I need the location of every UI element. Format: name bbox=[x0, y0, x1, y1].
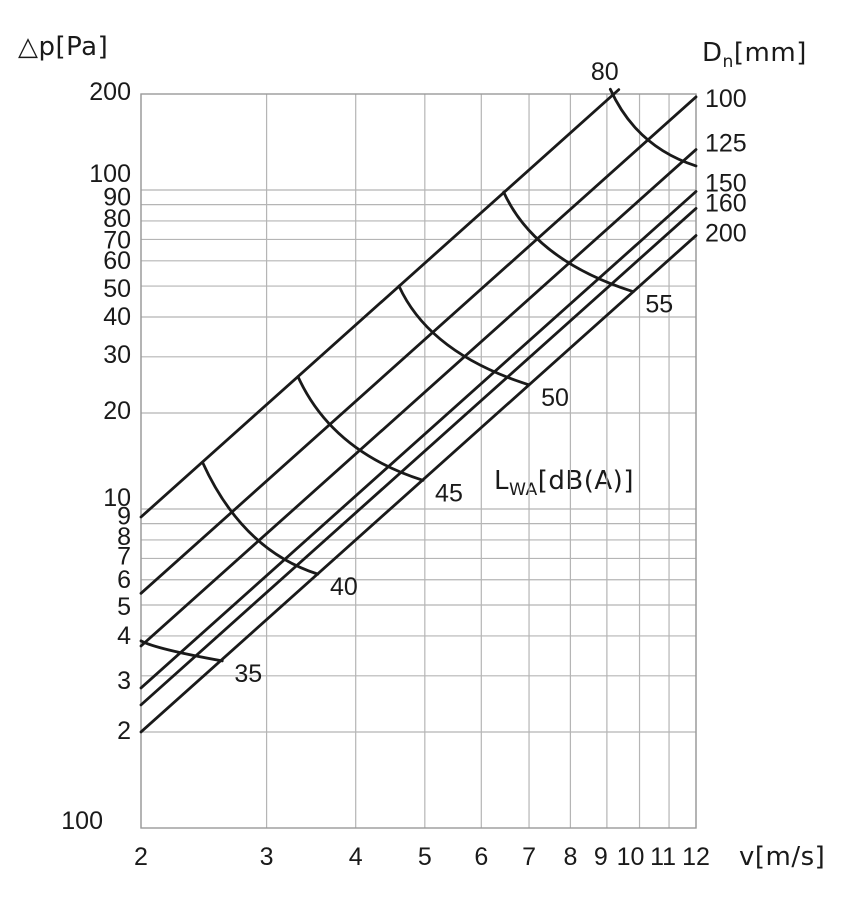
diameter-line-160 bbox=[139, 207, 698, 707]
y-tick-60: 60 bbox=[103, 247, 131, 275]
plot-border bbox=[140, 93, 697, 829]
y-tick-4: 4 bbox=[117, 622, 131, 650]
y-tick-80: 80 bbox=[103, 205, 131, 233]
noise-axis-title: LWA[dB(A)] bbox=[494, 466, 634, 499]
y-axis-title: △p[Pa] bbox=[18, 32, 108, 62]
y-tick-bottom: 100 bbox=[61, 807, 103, 835]
noise-axis-subscript: WA bbox=[509, 480, 538, 501]
y-tick-100: 100 bbox=[89, 160, 131, 188]
y-tick-7: 7 bbox=[117, 542, 131, 570]
diameter-axis-subscript: n bbox=[722, 52, 734, 73]
noise-axis-main: L bbox=[494, 466, 509, 496]
x-tick-3: 3 bbox=[260, 843, 274, 871]
noise-curve-35 bbox=[139, 639, 224, 663]
diameter-label-125: 125 bbox=[705, 130, 747, 158]
noise-label-55: 55 bbox=[645, 291, 673, 319]
y-tick-40: 40 bbox=[103, 303, 131, 331]
noise-curve-45 bbox=[296, 375, 425, 482]
noise-curve-55 bbox=[502, 190, 635, 294]
x-axis-title-text: v[m/s] bbox=[739, 842, 826, 872]
y-tick-90: 90 bbox=[103, 184, 131, 212]
noise-label-45: 45 bbox=[435, 479, 463, 507]
x-tick-4: 4 bbox=[349, 843, 363, 871]
y-tick-70: 70 bbox=[103, 226, 131, 254]
noise-label-40: 40 bbox=[330, 573, 358, 601]
diameter-label-200: 200 bbox=[705, 220, 747, 248]
x-tick-5: 5 bbox=[418, 843, 432, 871]
x-tick-12: 12 bbox=[682, 843, 710, 871]
y-tick-9: 9 bbox=[117, 503, 131, 531]
y-tick-30: 30 bbox=[103, 341, 131, 369]
noise-curve-40 bbox=[201, 460, 320, 576]
diameter-label-160: 160 bbox=[705, 189, 747, 217]
diameter-axis-unit: [mm] bbox=[733, 38, 807, 68]
diameter-line-150 bbox=[139, 190, 698, 690]
y-tick-5: 5 bbox=[117, 593, 131, 621]
x-tick-10: 10 bbox=[617, 843, 645, 871]
x-tick-11: 11 bbox=[650, 843, 676, 871]
diameter-line-125 bbox=[139, 148, 698, 648]
y-tick-50: 50 bbox=[103, 275, 131, 303]
y-axis-title-text: △p[Pa] bbox=[18, 32, 109, 62]
diameter-line-80 bbox=[139, 88, 621, 519]
diameter-axis-title: Dn[mm] bbox=[702, 38, 807, 71]
x-tick-8: 8 bbox=[563, 843, 577, 871]
noise-axis-unit: [dB(A)] bbox=[537, 466, 634, 496]
x-tick-6: 6 bbox=[474, 843, 488, 871]
diameter-line-200 bbox=[139, 234, 698, 734]
diameter-line-100 bbox=[139, 95, 698, 595]
y-tick-200: 200 bbox=[89, 78, 131, 106]
y-tick-2: 2 bbox=[117, 717, 131, 745]
y-tick-10: 10 bbox=[103, 484, 131, 512]
noise-curve-50 bbox=[397, 284, 531, 387]
diameter-label-100: 100 bbox=[705, 85, 747, 113]
x-tick-9: 9 bbox=[594, 843, 608, 871]
x-axis-title: v[m/s] bbox=[739, 842, 825, 872]
diameter-axis-main: D bbox=[702, 38, 723, 68]
y-tick-6: 6 bbox=[117, 566, 131, 594]
diameter-label-80: 80 bbox=[591, 58, 619, 86]
y-tick-20: 20 bbox=[103, 397, 131, 425]
x-tick-7: 7 bbox=[522, 843, 536, 871]
diameter-label-150: 150 bbox=[705, 170, 747, 198]
noise-label-35: 35 bbox=[234, 660, 262, 688]
noise-curve-unlabeled-5 bbox=[608, 87, 698, 168]
y-tick-8: 8 bbox=[117, 523, 131, 551]
noise-label-50: 50 bbox=[541, 384, 569, 412]
x-tick-2: 2 bbox=[134, 843, 148, 871]
y-tick-3: 3 bbox=[117, 667, 131, 695]
